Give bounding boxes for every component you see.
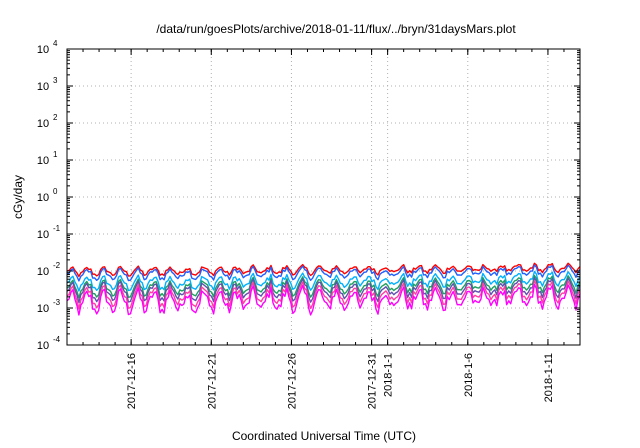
y-axis-ticks: 10 -4 10 -3 10 -2 10 -1 10 0 10 1 10 2 10 3 10 4 <box>37 39 580 352</box>
series-group <box>66 262 581 316</box>
y-tick-label: 10 <box>37 192 49 204</box>
grid-lines <box>67 49 580 345</box>
y-tick-exponent: 2 <box>53 113 58 122</box>
y-tick-exponent: 1 <box>53 150 58 159</box>
x-tick-label: 2017-12-16 <box>126 353 138 409</box>
y-tick-exponent: -3 <box>53 298 61 307</box>
y-tick-label: 10 <box>37 81 49 93</box>
y-tick-label: 10 <box>37 118 49 130</box>
series-line <box>66 270 581 292</box>
y-tick-label: 10 <box>37 340 49 352</box>
series-line <box>66 264 581 282</box>
y-tick-label: 10 <box>37 155 49 167</box>
y-tick-exponent: -1 <box>53 224 61 233</box>
y-tick-exponent: -2 <box>53 261 61 270</box>
x-axis-ticks: 2017-12-16 2017-12-21 2017-12-26 2017-12-31… <box>66 49 581 409</box>
y-tick-label: 10 <box>37 303 49 315</box>
x-tick-label: 2017-12-31 <box>367 353 379 409</box>
y-tick-exponent: 3 <box>53 76 58 85</box>
y-tick-exponent: -4 <box>53 335 61 344</box>
y-tick-label: 10 <box>37 44 49 56</box>
x-tick-label: 2017-12-26 <box>286 353 298 409</box>
y-tick-label: 10 <box>37 266 49 278</box>
series-line <box>66 283 581 316</box>
x-tick-label: 2017-12-21 <box>206 353 218 409</box>
x-tick-label: 2018-1-6 <box>463 353 475 397</box>
series-line <box>66 280 581 310</box>
y-tick-exponent: 0 <box>53 187 58 196</box>
y-axis-label: cGy/day <box>11 175 25 219</box>
x-axis-label: Coordinated Universal Time (UTC) <box>232 429 416 443</box>
series-line <box>66 274 581 299</box>
x-tick-label: 2018-1-11 <box>543 353 555 402</box>
chart-title: /data/run/goesPlots/archive/2018-01-11/f… <box>156 22 516 36</box>
x-tick-label: 2018-1-1 <box>383 353 395 397</box>
y-tick-exponent: 4 <box>53 39 58 48</box>
series-line <box>66 262 581 278</box>
y-tick-label: 10 <box>37 229 49 241</box>
series-line <box>66 277 581 304</box>
